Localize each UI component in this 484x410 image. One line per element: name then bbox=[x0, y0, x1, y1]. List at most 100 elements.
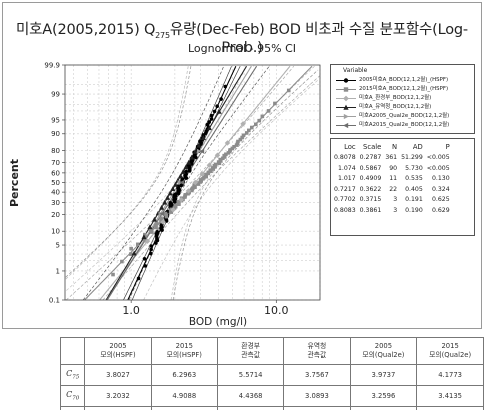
stat-cell: 0.625 bbox=[431, 196, 450, 204]
table-header-cell: 2015 모의(Qual2e) bbox=[416, 337, 484, 365]
stat-cell: 0.191 bbox=[405, 196, 423, 204]
data-point bbox=[206, 170, 211, 175]
data-point bbox=[160, 219, 166, 225]
data-point bbox=[198, 178, 203, 182]
table-row: C502.24302.92712.76492.05792.16022.2441 bbox=[59, 406, 484, 410]
stat-header: AD bbox=[412, 143, 423, 152]
stat-row: 0.8078 0.2787 361 51.299 <0.005 bbox=[332, 153, 452, 164]
ci-upper-line bbox=[102, 75, 321, 301]
data-point bbox=[173, 203, 178, 208]
stat-cell: 1.074 bbox=[337, 164, 356, 172]
data-point bbox=[167, 190, 173, 196]
legend-item: 미호A2005_Qual2e_BOD(12,1,2월) bbox=[335, 112, 475, 121]
table-cell: 2.2441 bbox=[416, 406, 484, 410]
fit-statistics-panel: Loc Scale N AD P 0.8078 0.2787 361 51.299 <0.005… bbox=[330, 138, 475, 236]
data-point bbox=[120, 259, 124, 264]
legend-label: 2005미호A_BOD(12,1,2월)_(HSPF) bbox=[359, 77, 449, 83]
legend-swatch bbox=[336, 104, 356, 110]
ci-lower-line bbox=[65, 65, 295, 301]
table-cell: 3.2032 bbox=[84, 385, 152, 407]
data-point bbox=[155, 230, 160, 234]
data-point bbox=[199, 148, 205, 154]
table-cell: 2.0579 bbox=[283, 406, 351, 410]
data-point bbox=[162, 199, 168, 205]
row-label: C75 bbox=[59, 364, 86, 386]
data-point bbox=[189, 154, 195, 160]
legend-item: 2005미호A_BOD(12,1,2월)_(HSPF) bbox=[335, 76, 475, 85]
legend-title: Variable bbox=[343, 67, 368, 74]
stat-row: 0.7702 0.3715 3 0.191 0.625 bbox=[332, 195, 452, 206]
data-point bbox=[192, 179, 199, 186]
data-point bbox=[240, 121, 246, 127]
table-cell: 2.2430 bbox=[84, 406, 152, 410]
table-header-cell: 환경부 관측값 bbox=[216, 337, 285, 365]
data-point bbox=[173, 192, 178, 196]
data-point bbox=[147, 224, 153, 230]
ci-upper-line bbox=[172, 69, 319, 301]
table-cell: 3.7567 bbox=[283, 364, 351, 386]
data-point bbox=[143, 232, 147, 237]
data-point bbox=[202, 175, 206, 180]
table-cell: 6.2963 bbox=[150, 364, 218, 386]
row-label: C50 bbox=[59, 406, 86, 410]
data-point bbox=[163, 211, 168, 216]
stat-cell: 90 bbox=[389, 164, 398, 172]
data-point bbox=[232, 144, 236, 149]
table-cell: 3.2596 bbox=[349, 385, 418, 407]
data-point bbox=[172, 181, 178, 187]
stat-header: Scale bbox=[363, 143, 382, 152]
legend-item: 미호A_환경부_BOD(12,1,2월) bbox=[335, 94, 475, 103]
x-tick-label: 1.0 bbox=[122, 304, 140, 317]
data-point bbox=[149, 230, 154, 234]
stat-cell: 0.7702 bbox=[334, 196, 356, 204]
table-cell: 5.5714 bbox=[216, 364, 285, 386]
data-point bbox=[168, 201, 173, 205]
stat-cell: <0.005 bbox=[426, 154, 450, 162]
legend: Variable 2005미호A_BOD(12,1,2월)_(HSPF) 2015… bbox=[330, 64, 475, 134]
stat-cell: 0.3861 bbox=[359, 206, 382, 214]
data-point bbox=[159, 211, 165, 217]
chart-title: 미호A(2005,2015) Q275유량(Dec-Feb) BOD 비초과 수… bbox=[16, 22, 468, 56]
data-point bbox=[343, 78, 349, 83]
stat-cell: 0.4909 bbox=[359, 175, 382, 183]
legend-label: 미호A_유역청_BOD(12,1,2월) bbox=[359, 104, 432, 110]
data-point bbox=[135, 242, 140, 247]
data-point bbox=[209, 117, 214, 121]
legend-label: 미호A2005_Qual2e_BOD(12,1,2월) bbox=[359, 113, 450, 119]
stat-cell: 0.2787 bbox=[359, 154, 382, 162]
data-point bbox=[199, 171, 205, 177]
data-point bbox=[219, 97, 223, 101]
data-point bbox=[186, 159, 192, 165]
legend-label: 미호A2015_Qual2e_BOD(12,1,2월) bbox=[359, 122, 450, 128]
row-label: C70 bbox=[59, 385, 86, 407]
y-tick-label: 30 bbox=[51, 199, 60, 207]
y-tick-label: 10 bbox=[51, 228, 60, 236]
data-point bbox=[180, 168, 186, 174]
data-point bbox=[131, 250, 137, 256]
table-cell: 4.1773 bbox=[416, 364, 484, 386]
stat-cell: 0.7217 bbox=[334, 185, 356, 193]
table-row: C70 3.2032 4.9088 4.4368 3.0893 3.2596 3.4135 bbox=[59, 385, 484, 407]
data-point bbox=[212, 109, 217, 114]
data-point bbox=[216, 160, 221, 164]
data-point bbox=[148, 251, 153, 256]
table-cell: 2.9271 bbox=[150, 406, 218, 410]
stat-cell: 0.3622 bbox=[359, 185, 382, 193]
stat-cell: 0.324 bbox=[431, 185, 450, 193]
table-header-cell: 2015 모의(HSPF) bbox=[150, 337, 218, 365]
legend-swatch bbox=[336, 113, 356, 120]
stat-cell: 1.017 bbox=[337, 175, 356, 183]
data-point bbox=[260, 114, 265, 119]
data-point bbox=[235, 141, 240, 146]
data-point bbox=[178, 197, 184, 203]
data-point bbox=[144, 238, 151, 244]
table-cell: 3.0893 bbox=[283, 385, 351, 407]
data-point bbox=[221, 156, 225, 161]
x-axis-label: BOD (mg/l) bbox=[189, 316, 247, 328]
y-tick-label: 5 bbox=[56, 241, 60, 249]
grid bbox=[65, 64, 321, 301]
legend-item: 미호A2015_Qual2e_BOD(12,1,2월) bbox=[335, 121, 475, 130]
data-point bbox=[218, 157, 223, 162]
data-point bbox=[151, 216, 157, 222]
data-point bbox=[224, 152, 228, 157]
